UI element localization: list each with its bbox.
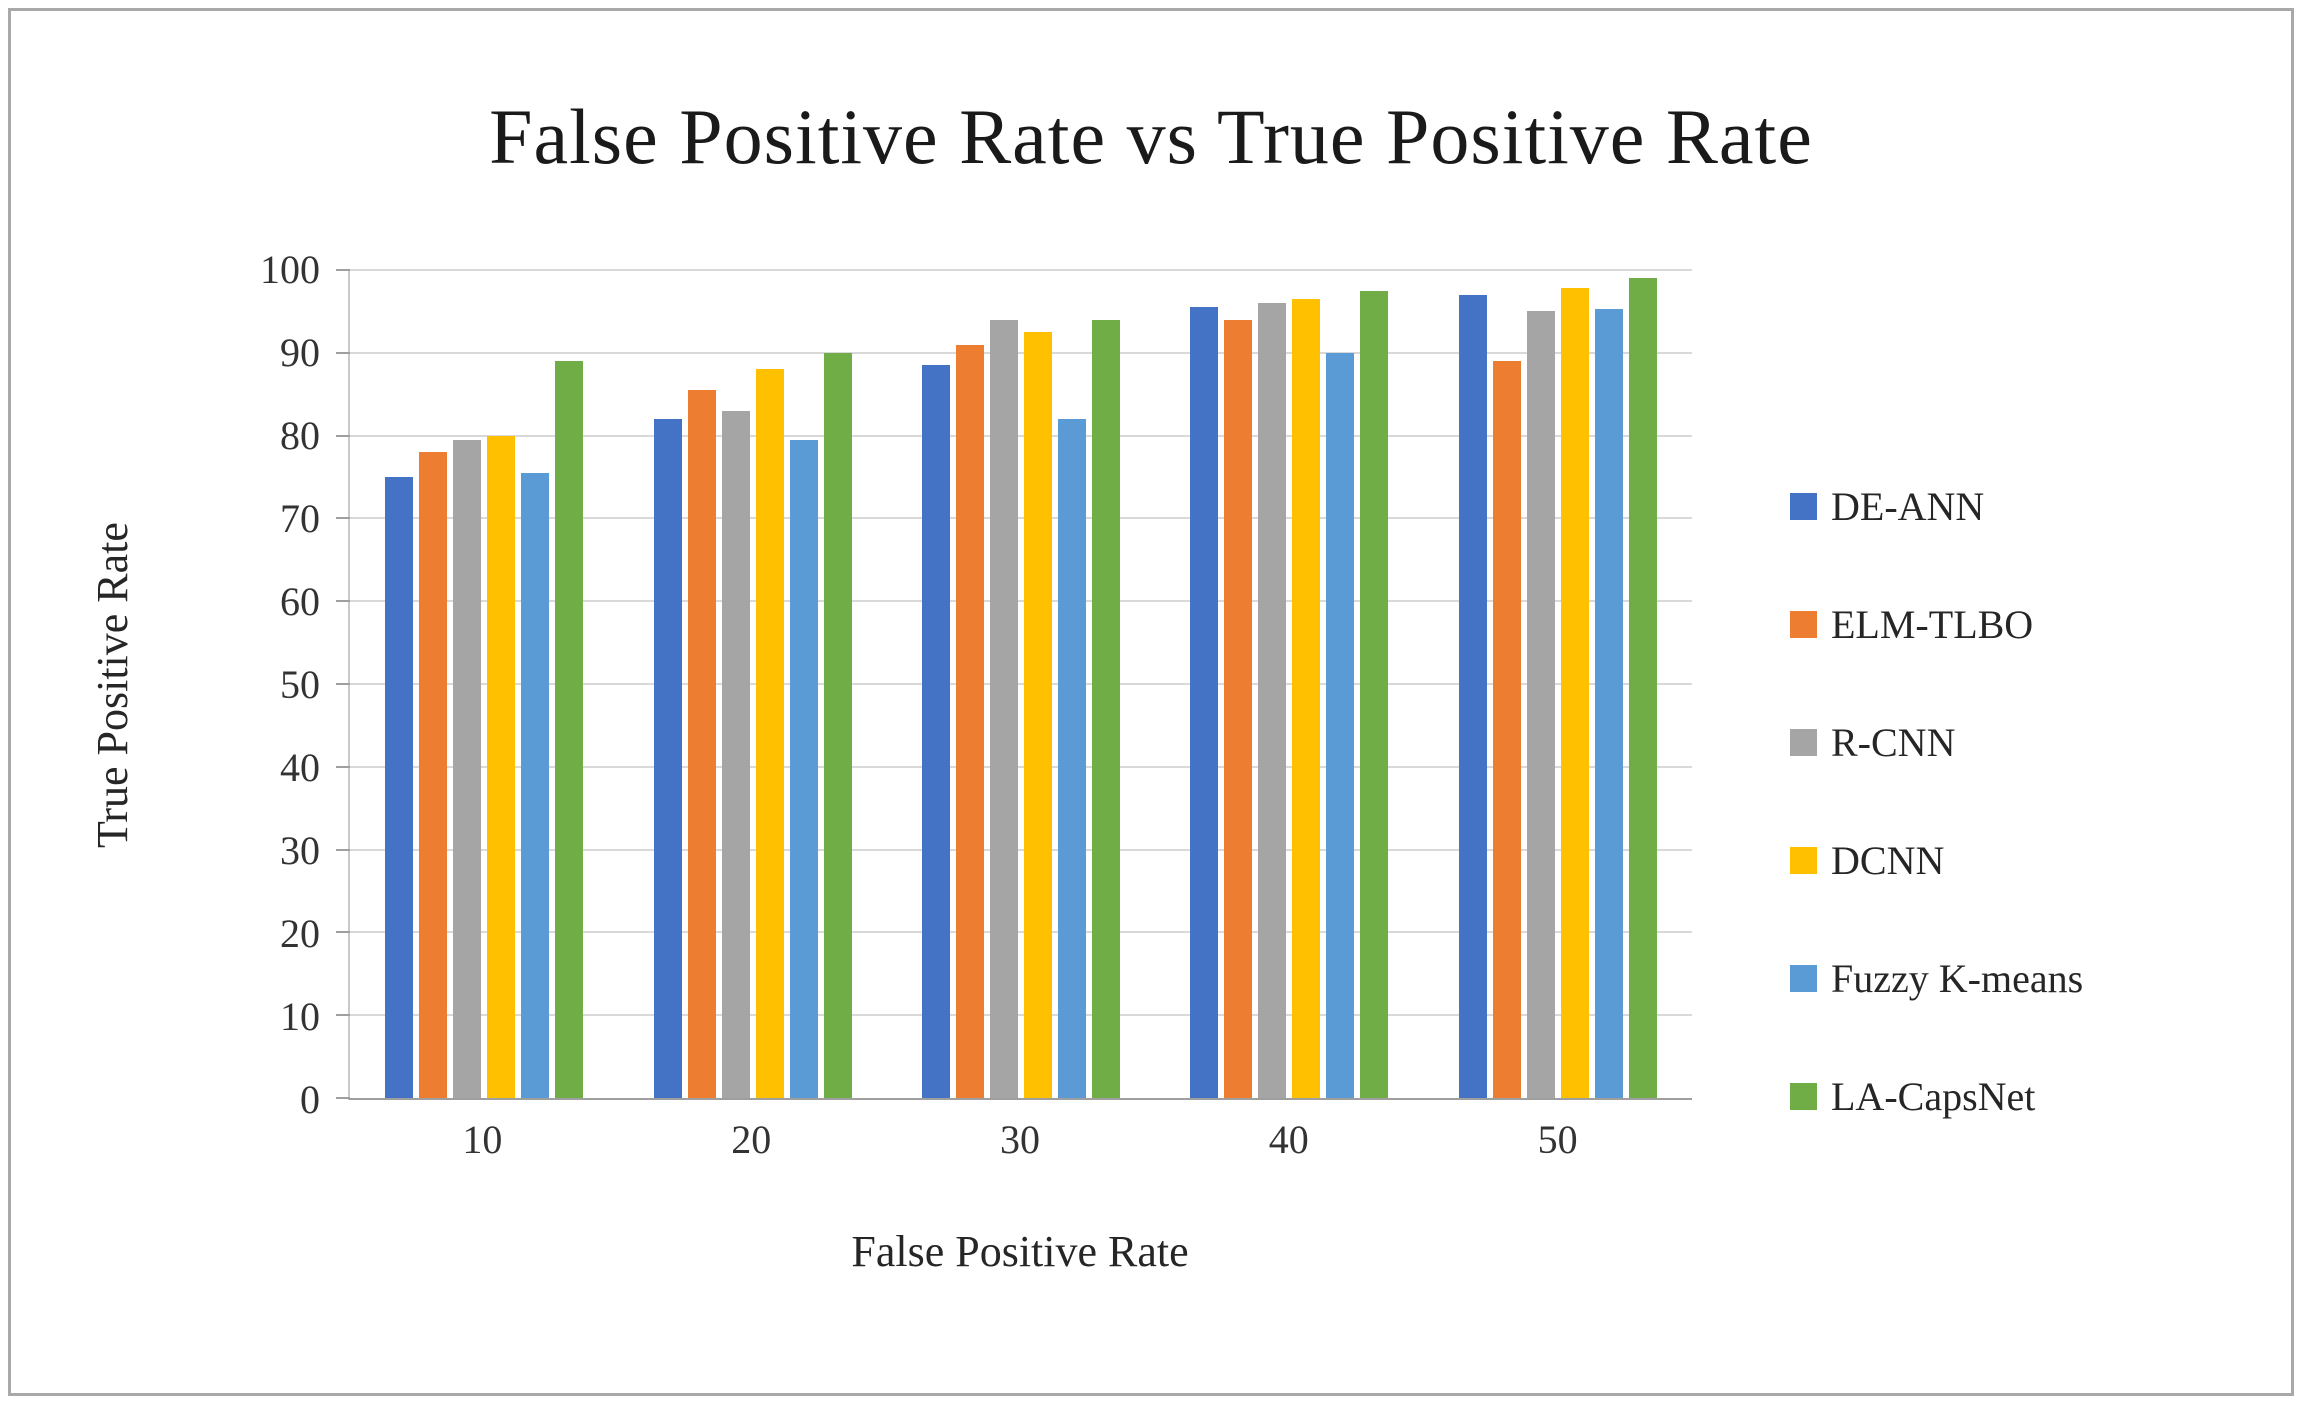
y-axis-tick [336, 351, 350, 354]
legend-item: DE-ANN [1790, 478, 2083, 534]
legend: DE-ANN ELM-TLBO R-CNN DCNN Fuzzy K-means LA-C… [1790, 478, 2083, 1186]
gridline [350, 351, 1692, 354]
bar [419, 452, 448, 1098]
gridline [350, 765, 1692, 768]
bar [1292, 298, 1321, 1098]
bar [1190, 307, 1219, 1098]
bar-group [618, 270, 886, 1098]
gridline [350, 848, 1692, 851]
x-axis-title: False Positive Rate [851, 1227, 1189, 1276]
legend-item: DCNN [1790, 832, 2083, 888]
legend-swatch [1790, 492, 1817, 520]
legend-item: ELM-TLBO [1790, 596, 2083, 652]
y-axis-tick [336, 269, 350, 271]
bar [1594, 308, 1623, 1098]
bar [487, 435, 516, 1098]
bar [1526, 311, 1555, 1098]
y-axis-tick [336, 1014, 350, 1017]
y-axis-tick [336, 517, 350, 520]
bar [453, 439, 482, 1098]
legend-label: R-CNN [1831, 719, 1956, 765]
y-axis-tick-label: 0 [300, 1077, 320, 1122]
bar [921, 365, 950, 1098]
bar [755, 369, 784, 1098]
bar [521, 472, 550, 1098]
legend-item: R-CNN [1790, 714, 2083, 770]
y-axis-tick [336, 1097, 350, 1099]
y-axis-tick-label: 40 [280, 745, 320, 790]
legend-swatch [1790, 1082, 1817, 1110]
y-axis-tick-labels: 0 10 20 30 40 50 60 70 80 90 100 [120, 250, 320, 1120]
bar [1091, 319, 1120, 1098]
chart-title: False Positive Rate vs True Positive Rat… [489, 93, 1813, 180]
y-axis-tick-label: 60 [280, 579, 320, 624]
bar [653, 419, 682, 1098]
plot-area [336, 269, 1692, 1100]
y-axis-tick-label: 80 [280, 413, 320, 458]
bar [1326, 352, 1355, 1098]
bar-group [350, 270, 618, 1098]
gridline [350, 600, 1692, 603]
legend-swatch [1790, 846, 1817, 874]
y-axis-tick-label: 100 [260, 247, 320, 292]
y-axis-tick-label: 30 [280, 828, 320, 873]
y-axis-tick [336, 683, 350, 685]
legend-item: Fuzzy K-means [1790, 950, 2083, 1006]
bar [1057, 419, 1086, 1098]
bar [687, 390, 716, 1098]
legend-label: ELM-TLBO [1831, 601, 2034, 647]
legend-label: LA-CapsNet [1831, 1073, 2036, 1119]
x-axis-tick-label: 20 [731, 1117, 772, 1162]
gridline [350, 269, 1692, 271]
bar [1492, 361, 1521, 1098]
bar [789, 439, 818, 1098]
bar [1560, 288, 1589, 1098]
x-axis-tick-label: 50 [1537, 1117, 1578, 1162]
gridline [350, 434, 1692, 437]
legend-label: DE-ANN [1831, 483, 1985, 529]
bar [823, 352, 852, 1098]
bar-group [1424, 270, 1692, 1098]
legend-swatch [1790, 964, 1817, 992]
bar [1458, 294, 1487, 1098]
y-axis-tick [336, 931, 350, 934]
y-axis-tick [336, 434, 350, 437]
x-axis-tick-label: 40 [1268, 1117, 1309, 1162]
bar [1360, 290, 1389, 1098]
x-axis-tick-labels: 10 20 30 40 50 [348, 1116, 1692, 1172]
gridline [350, 1014, 1692, 1017]
y-axis-tick [336, 848, 350, 851]
y-axis-tick-label: 20 [280, 911, 320, 956]
bar [555, 361, 584, 1098]
y-axis-tick [336, 765, 350, 768]
y-axis-tick [336, 600, 350, 603]
bar [1258, 303, 1287, 1098]
figure-border [8, 8, 2294, 1396]
gridline [350, 683, 1692, 685]
legend-label: Fuzzy K-means [1831, 955, 2084, 1001]
x-axis-tick-label: 10 [462, 1117, 503, 1162]
bar [1224, 319, 1253, 1098]
y-axis-tick-label: 90 [280, 330, 320, 375]
bar [1023, 332, 1052, 1098]
x-axis-tick-label: 30 [999, 1117, 1040, 1162]
bar-group [1155, 270, 1423, 1098]
bar [385, 477, 414, 1098]
gridline [350, 931, 1692, 934]
bar [955, 344, 984, 1098]
bar [721, 410, 750, 1098]
y-axis-tick-label: 50 [280, 662, 320, 707]
legend-swatch [1790, 728, 1817, 756]
legend-swatch [1790, 610, 1817, 638]
legend-item: LA-CapsNet [1790, 1068, 2083, 1124]
legend-label: DCNN [1831, 837, 1945, 883]
gridline [350, 517, 1692, 520]
bar [989, 319, 1018, 1098]
y-axis-tick-label: 70 [280, 496, 320, 541]
bar [1628, 278, 1657, 1098]
bar-group [887, 270, 1155, 1098]
y-axis-tick-label: 10 [280, 994, 320, 1039]
